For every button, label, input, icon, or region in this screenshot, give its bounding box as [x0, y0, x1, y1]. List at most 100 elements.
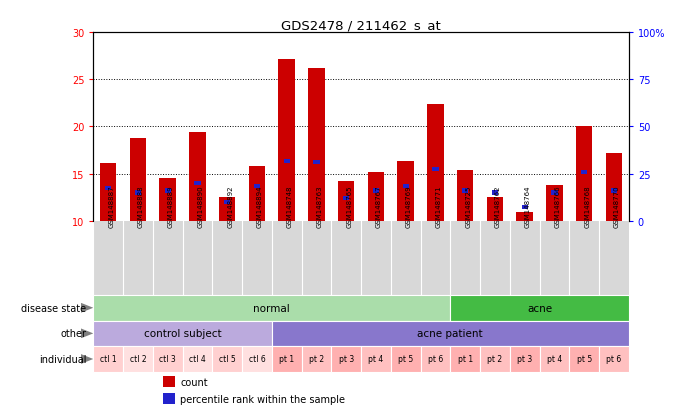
Text: GSM148748: GSM148748: [287, 185, 293, 227]
Bar: [486, 198, 503, 221]
Bar: [272, 347, 301, 372]
Text: count: count: [180, 377, 208, 387]
Text: GSM148765: GSM148765: [346, 185, 352, 227]
Bar: [338, 182, 354, 221]
Bar: [308, 69, 325, 221]
Text: other: other: [60, 329, 86, 339]
Bar: [278, 59, 295, 221]
Bar: [272, 321, 629, 347]
Bar: [123, 347, 153, 372]
Bar: [569, 347, 599, 372]
Bar: [163, 376, 175, 387]
Text: GSM148725: GSM148725: [465, 185, 471, 227]
Bar: [135, 191, 141, 195]
Bar: [105, 186, 111, 190]
Bar: [254, 184, 260, 189]
Bar: [93, 321, 272, 347]
Bar: [242, 347, 272, 372]
Bar: [510, 347, 540, 372]
Bar: [611, 189, 617, 193]
Bar: [606, 154, 622, 221]
Bar: [249, 167, 265, 221]
Polygon shape: [81, 354, 93, 364]
Text: pt 3: pt 3: [517, 355, 532, 363]
Text: GSM148889: GSM148889: [168, 185, 173, 227]
Bar: [212, 347, 242, 372]
Text: pt 6: pt 6: [606, 355, 622, 363]
Bar: [224, 200, 230, 204]
Bar: [153, 347, 182, 372]
Bar: [164, 189, 171, 193]
Bar: [421, 347, 451, 372]
Bar: [361, 347, 391, 372]
Text: GSM148771: GSM148771: [435, 185, 442, 227]
Text: pt 5: pt 5: [398, 355, 413, 363]
Bar: [373, 189, 379, 193]
Text: pt 1: pt 1: [279, 355, 294, 363]
Bar: [182, 347, 212, 372]
Bar: [433, 167, 439, 171]
Text: pt 2: pt 2: [487, 355, 502, 363]
Bar: [343, 197, 349, 201]
Text: GSM148890: GSM148890: [198, 185, 203, 227]
Text: GSM148888: GSM148888: [138, 185, 144, 227]
Bar: [581, 170, 587, 174]
Bar: [93, 295, 451, 321]
Text: GSM148762: GSM148762: [495, 185, 501, 227]
Bar: [457, 171, 473, 221]
Text: percentile rank within the sample: percentile rank within the sample: [180, 394, 345, 404]
Bar: [547, 185, 562, 221]
Bar: [219, 198, 236, 221]
Text: ctl 4: ctl 4: [189, 355, 206, 363]
Bar: [368, 172, 384, 221]
Text: GSM148887: GSM148887: [108, 185, 114, 227]
Text: disease state: disease state: [21, 303, 86, 313]
Text: pt 4: pt 4: [368, 355, 384, 363]
Bar: [576, 126, 592, 221]
Text: pt 4: pt 4: [547, 355, 562, 363]
Text: GSM148764: GSM148764: [524, 185, 531, 227]
Bar: [551, 191, 558, 195]
Bar: [189, 133, 206, 221]
Bar: [93, 347, 123, 372]
Text: GSM148770: GSM148770: [614, 185, 620, 227]
Text: ctl 2: ctl 2: [130, 355, 146, 363]
Text: ctl 3: ctl 3: [160, 355, 176, 363]
Bar: [313, 161, 319, 165]
Bar: [331, 347, 361, 372]
Text: pt 3: pt 3: [339, 355, 354, 363]
Bar: [301, 347, 331, 372]
Bar: [599, 347, 629, 372]
Bar: [130, 138, 146, 221]
Text: pt 5: pt 5: [576, 355, 591, 363]
Bar: [522, 205, 528, 209]
Text: control subject: control subject: [144, 329, 221, 339]
Text: GSM148892: GSM148892: [227, 185, 233, 227]
Title: GDS2478 / 211462_s_at: GDS2478 / 211462_s_at: [281, 19, 441, 32]
Bar: [160, 179, 176, 221]
Bar: [194, 181, 200, 186]
Bar: [283, 160, 290, 164]
Bar: [163, 393, 175, 404]
Text: GSM148767: GSM148767: [376, 185, 382, 227]
Text: acne: acne: [527, 303, 552, 313]
Text: pt 2: pt 2: [309, 355, 324, 363]
Bar: [516, 213, 533, 221]
Bar: [462, 189, 468, 193]
Bar: [403, 184, 409, 189]
Text: pt 1: pt 1: [457, 355, 473, 363]
Bar: [451, 347, 480, 372]
Text: GSM148769: GSM148769: [406, 185, 412, 227]
Bar: [540, 347, 569, 372]
Text: GSM148768: GSM148768: [584, 185, 590, 227]
Bar: [492, 191, 498, 195]
Text: ctl 5: ctl 5: [219, 355, 236, 363]
Text: ctl 6: ctl 6: [249, 355, 265, 363]
Polygon shape: [81, 303, 93, 313]
Bar: [100, 164, 116, 221]
Text: GSM148766: GSM148766: [554, 185, 560, 227]
Text: ctl 1: ctl 1: [100, 355, 117, 363]
Bar: [397, 162, 414, 221]
Text: normal: normal: [254, 303, 290, 313]
Bar: [451, 295, 629, 321]
